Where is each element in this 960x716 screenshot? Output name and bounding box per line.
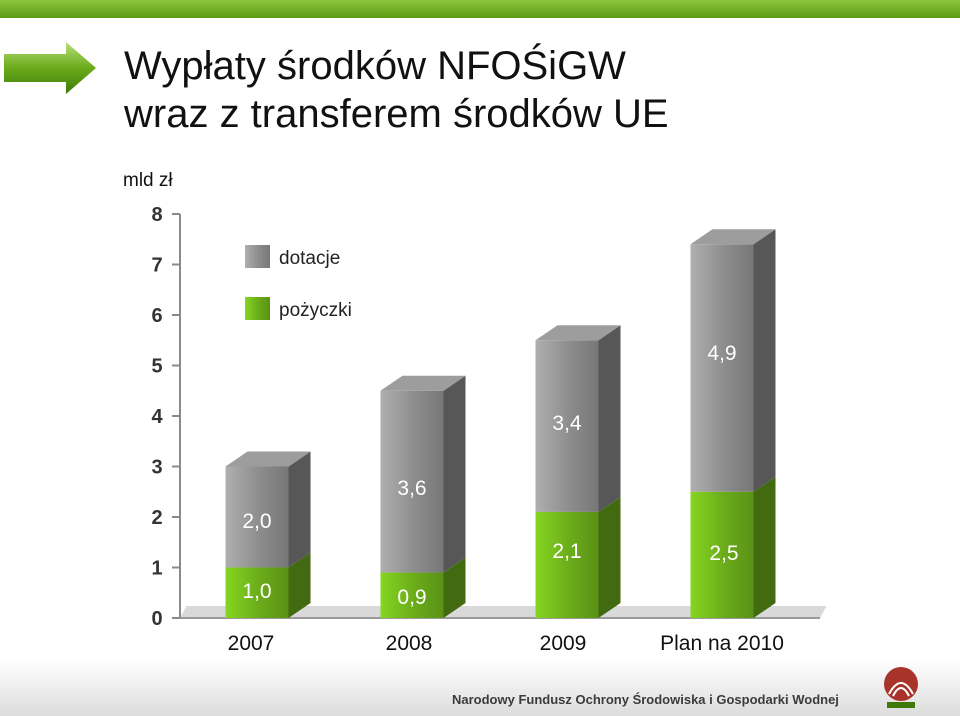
bar-segment (535, 511, 599, 618)
bar-segment (225, 466, 289, 568)
bar-top (225, 451, 311, 467)
stacked-bar-chart: 0 1 2 3 4 5 6 7 8 1,0 0,9 2,1 2,5 2,0 3,6 3,4 4,9 2007 200… (151, 204, 827, 655)
y-tick-label: 8 (151, 204, 162, 226)
title-line-2: wraz z transferem środków UE (124, 92, 669, 136)
category-label: Plan na 2010 (660, 632, 784, 655)
bar-top (380, 375, 466, 391)
legend-swatch (245, 297, 270, 320)
data-label: 4,9 (707, 342, 736, 365)
data-label: 1,0 (242, 580, 271, 603)
bar-side (753, 229, 776, 492)
bar-side (288, 552, 311, 618)
y-tick-label: 5 (151, 356, 162, 378)
bar-segment (690, 491, 754, 618)
bar-segment (380, 390, 444, 573)
data-label: 0,9 (397, 586, 426, 609)
y-tick-label: 4 (151, 406, 163, 428)
bar-segment (535, 340, 599, 512)
bar-top (535, 325, 621, 341)
y-tick-label: 2 (151, 507, 162, 529)
footer-text: Narodowy Fundusz Ochrony Środowiska i Go… (452, 692, 839, 707)
category-label: 2007 (228, 632, 275, 655)
y-tick-label: 0 (151, 608, 162, 630)
data-label: 2,1 (552, 540, 581, 563)
legend-swatch (245, 245, 270, 268)
footer-bar (0, 660, 960, 716)
chart-floor (180, 606, 827, 618)
bar-side (598, 496, 621, 618)
arrow-icon (4, 42, 96, 94)
legend-label: pożyczki (279, 300, 352, 321)
top-bar (0, 0, 960, 18)
bar-side (753, 476, 776, 618)
bar-side (443, 557, 466, 618)
bar-segment (380, 572, 444, 618)
bar-side (598, 325, 621, 512)
y-tick-label: 3 (151, 457, 162, 479)
data-label: 2,0 (242, 510, 271, 533)
bar-segment (225, 567, 289, 618)
category-label: 2009 (540, 632, 587, 655)
y-tick-label: 6 (151, 305, 162, 327)
nfosigw-logo-icon (884, 667, 918, 708)
bar-side (443, 375, 466, 573)
bar-side (288, 451, 311, 568)
unit-label: mld zł (123, 170, 173, 191)
data-label: 3,4 (552, 412, 582, 435)
y-tick-label: 7 (151, 255, 162, 277)
title-line-1: Wypłaty środków NFOŚiGW (124, 44, 626, 88)
legend-label: dotacje (279, 248, 340, 269)
data-label: 3,6 (397, 477, 426, 500)
category-label: 2008 (386, 632, 433, 655)
y-tick-label: 1 (151, 558, 162, 580)
bar-segment (690, 244, 754, 492)
slide-title: Wypłaty środków NFOŚiGW wraz z transfere… (124, 42, 669, 138)
bar-top (690, 229, 776, 245)
data-label: 2,5 (709, 542, 738, 565)
